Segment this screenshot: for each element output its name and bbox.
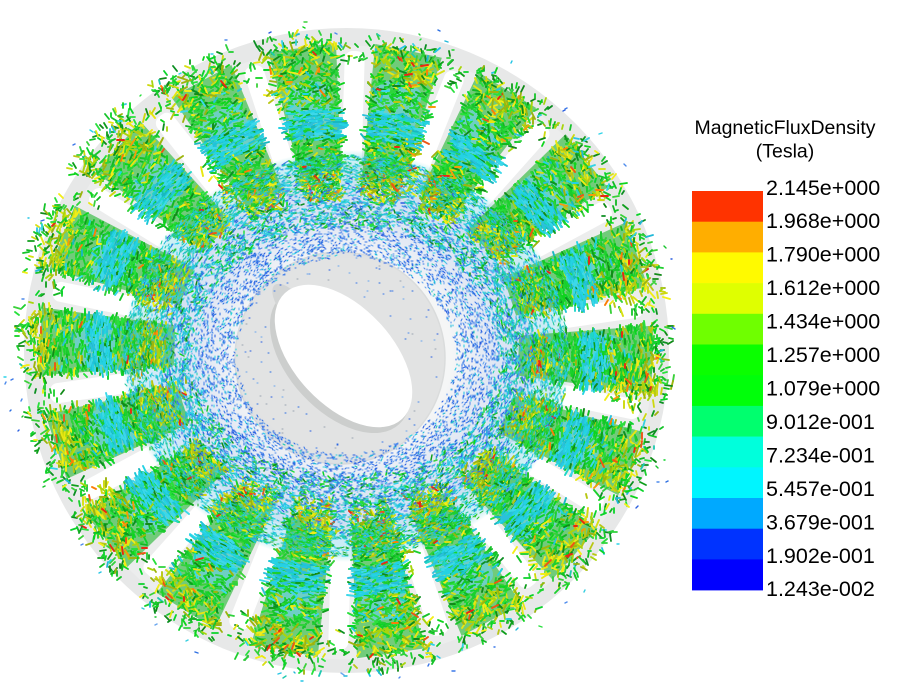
svg-text:5.457e-001: 5.457e-001 [766,477,875,501]
svg-text:1.434e+000: 1.434e+000 [766,310,880,334]
svg-text:3.679e-001: 3.679e-001 [766,510,875,534]
svg-text:1.968e+000: 1.968e+000 [766,209,880,233]
svg-text:9.012e-001: 9.012e-001 [766,410,875,434]
svg-text:1.079e+000: 1.079e+000 [766,377,880,401]
svg-text:2.145e+000: 2.145e+000 [766,176,880,200]
svg-text:(Tesla): (Tesla) [756,141,815,163]
svg-text:1.612e+000: 1.612e+000 [766,276,880,300]
svg-text:MagneticFluxDensity: MagneticFluxDensity [695,117,876,139]
svg-text:7.234e-001: 7.234e-001 [766,443,875,467]
svg-text:1.902e-001: 1.902e-001 [766,544,875,568]
svg-text:1.257e+000: 1.257e+000 [766,343,880,367]
svg-text:1.790e+000: 1.790e+000 [766,243,880,267]
svg-text:1.243e-002: 1.243e-002 [766,577,875,601]
